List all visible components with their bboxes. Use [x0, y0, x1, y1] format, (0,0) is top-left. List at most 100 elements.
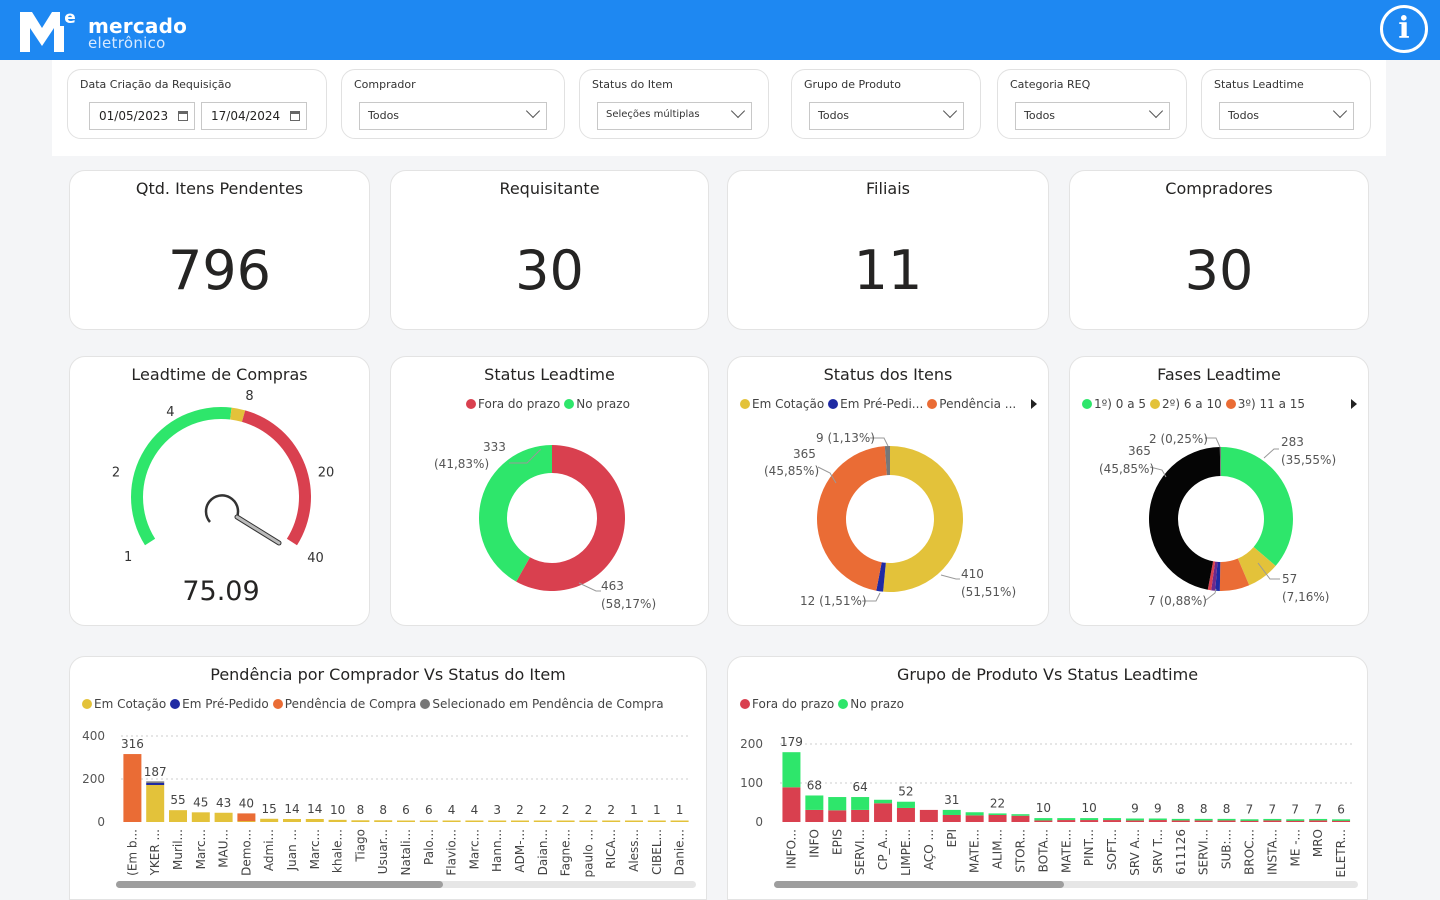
calendar-icon[interactable] [290, 111, 300, 121]
bar-segment [1080, 818, 1099, 821]
legend-item[interactable]: Fora do prazo [740, 697, 834, 711]
bar-segment [782, 787, 801, 822]
legend-next-icon[interactable] [1031, 399, 1037, 409]
filter-comprador: Comprador Todos [341, 69, 565, 139]
gauge-hub [204, 494, 240, 523]
legend-item[interactable]: Em Pré-Pedido [170, 697, 269, 711]
legend-item[interactable]: No prazo [564, 397, 630, 411]
x-tick-label: SRV A... [1128, 829, 1142, 876]
bar-total-label: 15 [262, 802, 277, 816]
legend-item[interactable]: 1º) 0 a 5 [1082, 397, 1146, 411]
categoria-req-dropdown[interactable]: Todos [1015, 102, 1170, 130]
x-tick-label: ALIM... [991, 829, 1005, 869]
bar-total-label: 6 [1337, 803, 1345, 817]
legend-item[interactable]: 2º) 6 a 10 [1150, 397, 1222, 411]
legend-item[interactable]: 3º) 11 a 15 [1225, 397, 1305, 411]
x-tick-label: BOTA... [1036, 829, 1050, 872]
donut-data-label: 7 (0,88%) [1148, 594, 1207, 608]
chart-card-leadtime-compras[interactable]: Leadtime de Compras 1 2 4 8 20 40 75.09 [69, 356, 370, 626]
x-tick-label: Juan ... [285, 829, 299, 871]
legend-label: No prazo [850, 697, 904, 711]
y-tick-label: 100 [740, 776, 763, 790]
donut-data-label: 283 [1281, 435, 1304, 449]
bar-total-label: 7 [1291, 802, 1299, 816]
filter-label: Comprador [354, 78, 416, 91]
logo-text-eletronico: eletrônico [88, 34, 166, 52]
top-bar: e mercado eletrônico i [0, 0, 1440, 60]
chart-card-status-itens[interactable]: Status dos Itens Em Cotação Em Pré-Pedi..… [727, 356, 1049, 626]
comprador-dropdown[interactable]: Todos [359, 102, 547, 130]
kpi-card-compradores[interactable]: Compradores 30 [1069, 170, 1369, 330]
kpi-card-itens-pendentes[interactable]: Qtd. Itens Pendentes 796 [69, 170, 370, 330]
scrollbar-thumb[interactable] [116, 881, 443, 888]
chart-card-grupo-produto[interactable]: Grupo de Produto Vs Status Leadtime Fora… [727, 656, 1368, 900]
donut-slice [1211, 561, 1218, 591]
bar-segment [1080, 820, 1099, 822]
donut-chart-status-leadtime: 333 (41,83%) 463 (58,17%) [434, 440, 656, 611]
horizontal-scrollbar[interactable] [116, 881, 696, 888]
x-tick-label: CP_A... [876, 829, 890, 870]
bar-segment [511, 820, 529, 822]
legend-item[interactable]: Fora do prazo [466, 397, 560, 411]
x-tick-label: Usuar... [376, 829, 390, 874]
bar-segment [625, 820, 643, 822]
logo-text-mercado: mercado [88, 14, 188, 38]
bar-total-label: 7 [1269, 802, 1277, 816]
status-item-dropdown[interactable]: Seleções múltiplas [597, 102, 752, 130]
donut-leader-line [1263, 448, 1279, 459]
bar-segment [1057, 818, 1076, 821]
kpi-card-requisitante[interactable]: Requisitante 30 [390, 170, 709, 330]
calendar-icon[interactable] [178, 111, 188, 121]
grupo-produto-dropdown[interactable]: Todos [809, 102, 964, 130]
legend-item[interactable]: No prazo [838, 697, 904, 711]
kpi-card-filiais[interactable]: Filiais 11 [727, 170, 1049, 330]
dropdown-value: Todos [1228, 109, 1260, 122]
x-tick-label: YKER ... [148, 829, 162, 876]
filter-label: Categoria REQ [1010, 78, 1091, 91]
mercado-eletronico-logo: e mercado eletrônico [20, 6, 220, 54]
bar-segment [1171, 818, 1190, 821]
bar-segment [123, 754, 142, 822]
legend-next-icon[interactable] [1351, 399, 1357, 409]
legend-item[interactable]: Pendência de Compra [272, 697, 416, 711]
x-tick-label: INSTA... [1265, 829, 1279, 875]
y-tick-label: 200 [82, 772, 105, 786]
date-start-input[interactable]: 01/05/2023 [89, 102, 195, 130]
bar-segment [1240, 820, 1259, 822]
filter-label: Status do Item [592, 78, 673, 91]
bar-segment [442, 820, 461, 822]
chart-legend: Em Cotação Em Pré-Pedi... Pendência ... [740, 397, 1020, 411]
bar-segment [374, 820, 393, 822]
x-tick-label: SERVI... [853, 829, 867, 875]
x-tick-label: ADM-... [513, 829, 527, 873]
x-tick-label: SRV T... [1151, 829, 1165, 874]
horizontal-scrollbar[interactable] [774, 881, 1358, 888]
status-leadtime-dropdown[interactable]: Todos [1219, 102, 1354, 130]
donut-leader-line [862, 592, 881, 602]
x-tick-label: LIMPE... [899, 829, 913, 876]
chart-card-fases-leadtime[interactable]: Fases Leadtime 1º) 0 a 5 2º) 6 a 10 3º) 11… [1069, 356, 1369, 626]
chart-card-pendencia-comprador[interactable]: Pendência por Comprador Vs Status do Ite… [69, 656, 707, 900]
x-tick-label: 611126 [1174, 829, 1188, 875]
x-tick-label: paulo ... [581, 829, 595, 878]
chart-title: Status dos Itens [823, 365, 953, 384]
legend-item[interactable]: Em Pré-Pedi... [828, 397, 923, 411]
chart-card-status-leadtime[interactable]: Status Leadtime Fora do prazo No prazo 33… [390, 356, 709, 626]
donut-slice [817, 446, 887, 591]
legend-item[interactable]: Em Cotação [740, 397, 824, 411]
x-tick-label: Marc... [194, 829, 208, 869]
gauge-tick-label: 8 [245, 389, 253, 404]
scrollbar-thumb[interactable] [774, 881, 1064, 888]
date-end-input[interactable]: 17/04/2024 [201, 102, 307, 130]
legend-item[interactable]: Em Cotação [82, 697, 166, 711]
legend-item[interactable]: Pendência ... [927, 397, 1016, 411]
bar-segment [828, 810, 847, 822]
kpi-value: 11 [853, 239, 923, 302]
bar-segment [260, 818, 279, 822]
legend-item[interactable]: Selecionado em Pendência de Compra [420, 697, 664, 711]
info-icon[interactable]: i [1380, 5, 1428, 53]
legend-dot [1150, 399, 1161, 409]
gauge-tick-label: 40 [307, 551, 324, 566]
dropdown-value: Todos [1024, 109, 1056, 122]
gauge-tick-label: 2 [112, 466, 120, 481]
